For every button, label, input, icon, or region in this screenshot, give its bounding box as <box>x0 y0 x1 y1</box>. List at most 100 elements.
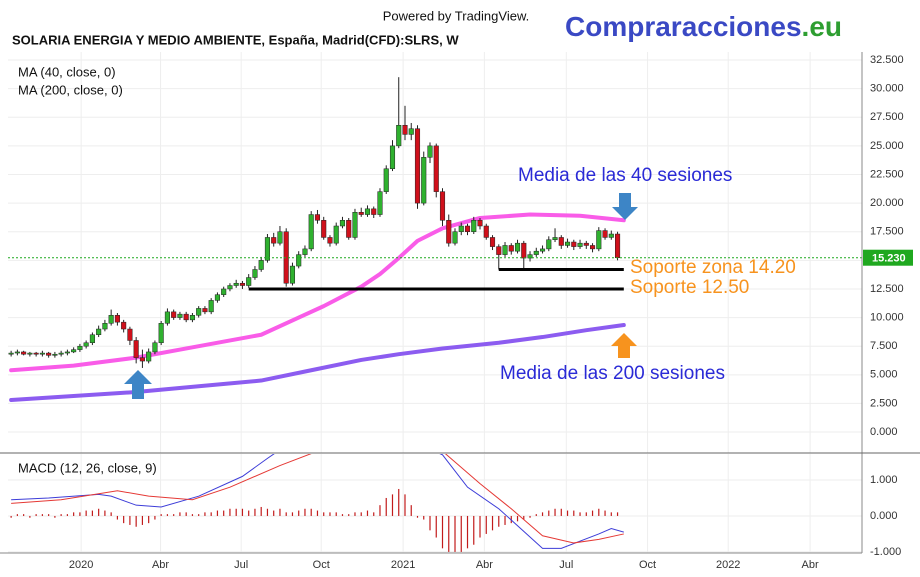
candle-body <box>208 300 214 313</box>
arrow-down <box>612 193 638 220</box>
candle-body <box>352 212 358 238</box>
candle-body <box>233 282 239 286</box>
x-tick-label: 2020 <box>69 559 93 571</box>
y-tick-label: 27.500 <box>870 111 904 123</box>
candle-body <box>521 242 527 259</box>
moving-average <box>9 323 626 402</box>
candle-body <box>89 334 95 344</box>
candle-body <box>471 220 477 232</box>
candle-body <box>146 351 152 362</box>
candle-body <box>214 294 220 301</box>
y-tick-label: 25.000 <box>870 140 904 152</box>
macd-line <box>11 454 624 544</box>
annotation: Soporte 12.50 <box>630 277 749 298</box>
x-tick-label: Jul <box>559 559 573 571</box>
candle-body <box>558 237 564 246</box>
price-panel <box>8 77 862 402</box>
candle-body <box>102 323 108 330</box>
moving-average <box>9 212 626 373</box>
candle-body <box>189 315 195 321</box>
candle-body <box>27 352 33 355</box>
macd-line <box>11 454 624 549</box>
candle-body <box>108 315 114 324</box>
y-tick-label: 30.000 <box>870 83 904 95</box>
y-tick-label: 22.500 <box>870 168 904 180</box>
candle-body <box>327 237 333 244</box>
candle-body <box>589 245 596 250</box>
y-tick-label: 0.000 <box>870 510 898 522</box>
candle-body <box>408 128 414 135</box>
candle-body <box>196 308 202 316</box>
candle-body <box>527 254 533 259</box>
powered-by: Powered by TradingView. <box>383 8 529 23</box>
candle-body <box>339 220 346 227</box>
candle-body <box>139 357 145 362</box>
candle-body <box>608 233 614 238</box>
candle-body <box>402 125 408 135</box>
annotation: Media de las 200 sesiones <box>500 363 725 384</box>
y-tick-label: 0.000 <box>870 426 898 438</box>
y-tick-label: -1.000 <box>870 546 901 558</box>
annotation: Soporte zona 14.20 <box>630 257 796 278</box>
candle-body <box>21 351 27 355</box>
candle-body <box>127 328 133 341</box>
candle-body <box>96 328 102 335</box>
candle-body <box>421 157 427 204</box>
candle-body <box>446 220 452 244</box>
y-tick-label: 20.000 <box>870 197 904 209</box>
candle-body <box>615 233 621 258</box>
x-tick-label: 2022 <box>716 559 740 571</box>
candle-body <box>383 168 389 192</box>
candle-body <box>227 285 233 290</box>
candle-body <box>483 225 489 238</box>
candle-body <box>39 352 45 355</box>
grid <box>8 52 862 553</box>
candle-body <box>64 351 70 354</box>
annotation: Media de las 40 sesiones <box>518 165 732 186</box>
candle-body <box>396 125 402 147</box>
last-price-label: 15.230 <box>872 253 906 265</box>
candle-body <box>602 230 608 238</box>
candle-body <box>514 242 521 252</box>
candle-body <box>121 321 127 330</box>
candle-body <box>377 191 383 215</box>
candle-body <box>252 269 258 278</box>
x-tick-label: 2021 <box>391 559 415 571</box>
candle-body <box>414 128 421 204</box>
candle-body <box>239 282 245 286</box>
arrow-up <box>124 370 152 399</box>
legend-entry: MA (40, close, 0) <box>18 64 116 79</box>
candle-body <box>133 340 139 358</box>
candle-body <box>271 237 277 244</box>
candle-body <box>439 191 446 221</box>
y-tick-label: 32.500 <box>870 54 904 66</box>
candle-body <box>33 352 39 355</box>
candle-body <box>477 220 483 227</box>
candle-body <box>358 212 364 215</box>
candle-body <box>546 239 552 250</box>
candle-body <box>83 342 89 347</box>
y-tick-label: 1.000 <box>870 474 898 486</box>
brand-tld: .eu <box>802 11 842 42</box>
candle-body <box>289 265 296 284</box>
x-tick-label: Oct <box>639 559 656 571</box>
candle-body <box>564 241 571 246</box>
candle-body <box>46 352 52 356</box>
candle-body <box>177 313 183 318</box>
candle-body <box>58 352 64 355</box>
x-tick-label: Oct <box>313 559 330 571</box>
candle-body <box>264 237 271 261</box>
arrow-up <box>611 333 637 358</box>
candle-body <box>464 225 471 232</box>
candle-body <box>114 315 120 323</box>
candle-body <box>489 237 496 247</box>
candle-body <box>258 260 264 270</box>
legend-entry: MA (200, close, 0) <box>18 82 123 97</box>
candle-body <box>508 245 514 252</box>
candle-body <box>583 242 589 246</box>
candle-body <box>433 145 439 192</box>
candle-body <box>371 208 377 215</box>
candle-body <box>152 342 158 353</box>
candle-body <box>71 349 77 353</box>
